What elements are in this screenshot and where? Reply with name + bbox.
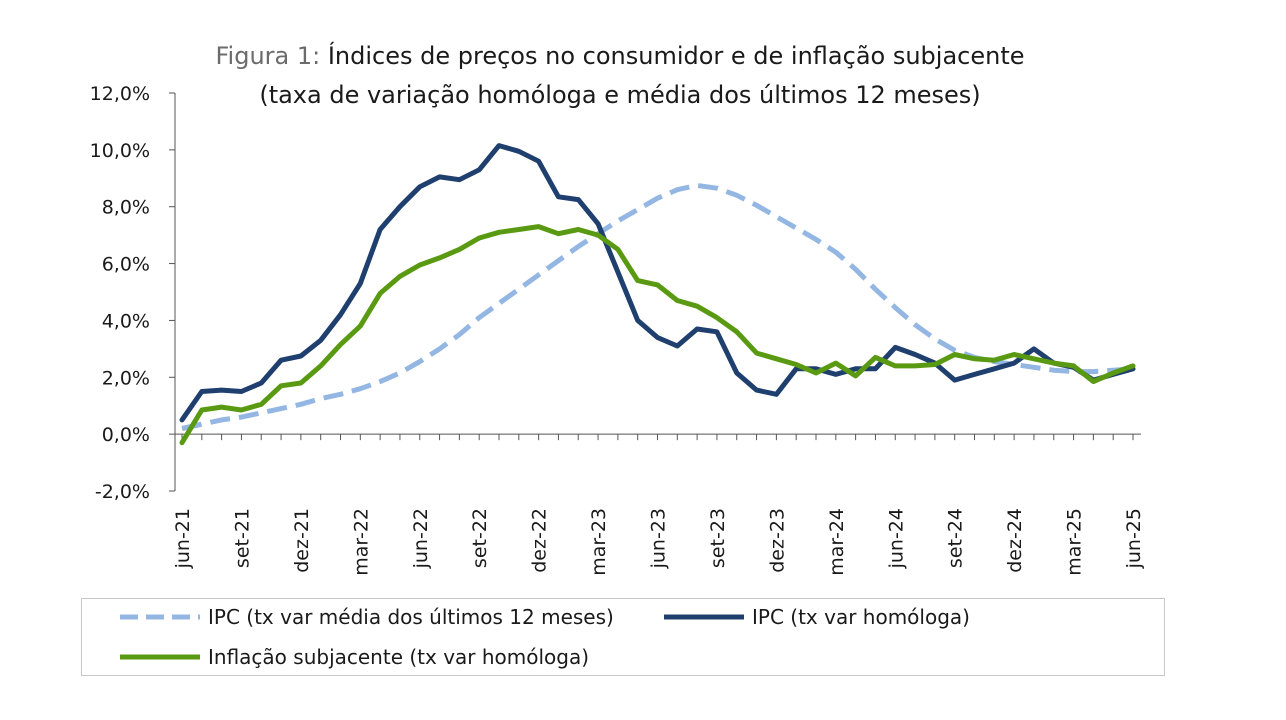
x-tick-label: jun-21 bbox=[172, 508, 194, 569]
legend-swatch-dashed bbox=[118, 612, 202, 622]
x-tick-label: jun-23 bbox=[648, 508, 670, 569]
x-tick-label: set-24 bbox=[945, 508, 967, 568]
x-tick-label: mar-22 bbox=[350, 508, 372, 576]
figure-label: Figura 1: bbox=[215, 42, 321, 70]
y-tick-label: -2,0% bbox=[95, 481, 150, 503]
x-tick-label: mar-24 bbox=[826, 508, 848, 576]
legend: IPC (tx var média dos últimos 12 meses) … bbox=[81, 598, 1165, 676]
legend-label: Inflação subjacente (tx var homóloga) bbox=[208, 645, 590, 669]
x-tick-label: set-21 bbox=[231, 508, 253, 568]
x-tick-label: mar-25 bbox=[1064, 508, 1086, 576]
legend-item-ipc: IPC (tx var homóloga) bbox=[662, 605, 970, 629]
chart-title: Figura 1: Índices de preços no consumido… bbox=[0, 42, 1240, 70]
series-line-ipc-yoy bbox=[179, 143, 1136, 423]
x-tick-label: dez-24 bbox=[1004, 508, 1026, 573]
line-chart: -2,0% 0,0% 2,0% 4,0% 6,0% 8,0% 10,0% 12,0% jun-2… bbox=[90, 83, 1145, 576]
y-tick-label: 10,0% bbox=[90, 140, 150, 162]
x-tick-label: mar-23 bbox=[588, 508, 610, 576]
y-tick-label: 0,0% bbox=[102, 424, 150, 446]
legend-label: IPC (tx var homóloga) bbox=[752, 605, 970, 629]
legend-item-avg12: IPC (tx var média dos últimos 12 meses) bbox=[118, 605, 614, 629]
legend-item-core: Inflação subjacente (tx var homóloga) bbox=[118, 645, 589, 669]
title-text: Índices de preços no consumidor e de inf… bbox=[320, 42, 1025, 70]
x-tick-label: jun-25 bbox=[1123, 508, 1145, 569]
x-tick-label: dez-23 bbox=[766, 508, 788, 573]
y-tick-label: 4,0% bbox=[102, 310, 150, 332]
legend-label: IPC (tx var média dos últimos 12 meses) bbox=[208, 605, 614, 629]
x-tick-label: dez-22 bbox=[529, 508, 551, 573]
x-tick-label: set-23 bbox=[707, 508, 729, 568]
x-tick-label: jun-24 bbox=[885, 508, 907, 569]
legend-swatch-solid-green bbox=[118, 652, 202, 662]
series-line-ipc-avg12 bbox=[181, 182, 1134, 431]
chart-subtitle: (taxa de variação homóloga e média dos ú… bbox=[259, 81, 981, 109]
x-tick-label: jun-22 bbox=[410, 508, 432, 569]
y-tick-label: 12,0% bbox=[90, 83, 150, 105]
x-tick-label: dez-21 bbox=[291, 508, 313, 573]
series-line-core-yoy bbox=[179, 224, 1136, 446]
x-tick-label: set-22 bbox=[469, 508, 491, 568]
y-tick-label: 6,0% bbox=[102, 254, 150, 276]
y-tick-label: 2,0% bbox=[102, 367, 150, 389]
y-tick-label: 8,0% bbox=[102, 197, 150, 219]
legend-swatch-solid-blue bbox=[662, 612, 746, 622]
